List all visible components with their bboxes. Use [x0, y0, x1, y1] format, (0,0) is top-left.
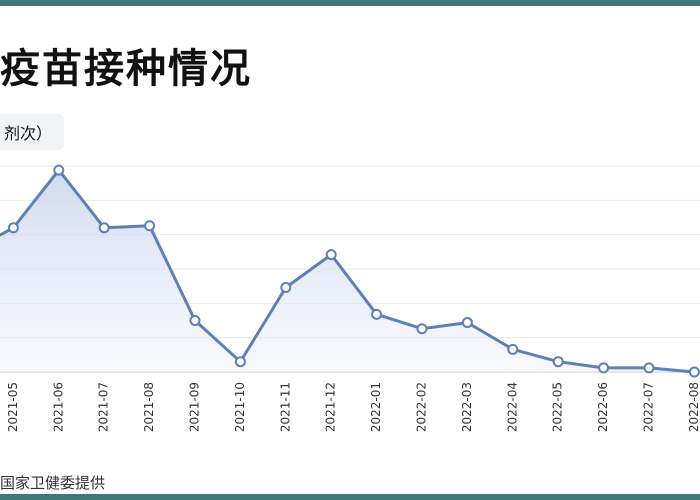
data-point-2021-08 [144, 220, 156, 232]
x-tick-2021-10: 2021-10 [233, 382, 247, 432]
x-tick-2021-12: 2021-12 [324, 382, 338, 432]
x-tick-2022-07: 2022-07 [642, 382, 656, 432]
x-tick-2022-05: 2022-05 [551, 382, 565, 432]
data-point-2021-07 [98, 222, 110, 234]
chart-title: 疫苗接种情况 [0, 46, 252, 92]
data-point-2022-04 [507, 343, 519, 355]
x-tick-2021-07: 2021-07 [97, 382, 111, 432]
x-tick-2022-03: 2022-03 [460, 382, 474, 432]
x-tick-2021-11: 2021-11 [278, 382, 292, 432]
chart-svg: 2021-05 2021-06 2021-07 2021-08 2021-09 2021-… [0, 164, 700, 432]
x-tick-2021-05: 2021-05 [6, 382, 20, 432]
data-point-2022-03 [461, 317, 473, 329]
x-tick-2021-08: 2021-08 [142, 382, 156, 432]
unit-badge: 剂次） [0, 114, 65, 150]
data-point-2022-05 [552, 356, 564, 368]
x-tick-2021-09: 2021-09 [188, 382, 202, 432]
x-tick-2022-02: 2022-02 [415, 382, 429, 432]
data-point-2021-10 [234, 356, 246, 368]
source-note: 国家卫健委提供 [0, 474, 106, 492]
x-tick-2022-01: 2022-01 [369, 382, 383, 432]
data-points [7, 164, 700, 378]
data-point-2022-01 [371, 308, 383, 320]
x-tick-2022-06: 2022-06 [596, 382, 610, 432]
data-point-2021-06 [53, 164, 65, 176]
data-point-2021-09 [189, 315, 201, 326]
x-tick-2021-06: 2021-06 [51, 382, 65, 432]
data-point-2022-08 [688, 366, 700, 378]
data-point-2021-12 [325, 249, 337, 261]
data-point-2022-02 [416, 323, 428, 335]
x-tick-2022-04: 2022-04 [505, 382, 519, 432]
x-tick-labels: 2021-05 2021-06 2021-07 2021-08 2021-09 2021-… [6, 382, 700, 432]
data-point-2022-06 [598, 362, 610, 374]
series-area [0, 170, 695, 372]
data-point-2022-07 [643, 362, 655, 374]
data-point-2021-05 [7, 222, 19, 234]
data-point-2021-11 [280, 282, 292, 294]
x-tick-2022-08: 2022-08 [687, 382, 700, 432]
